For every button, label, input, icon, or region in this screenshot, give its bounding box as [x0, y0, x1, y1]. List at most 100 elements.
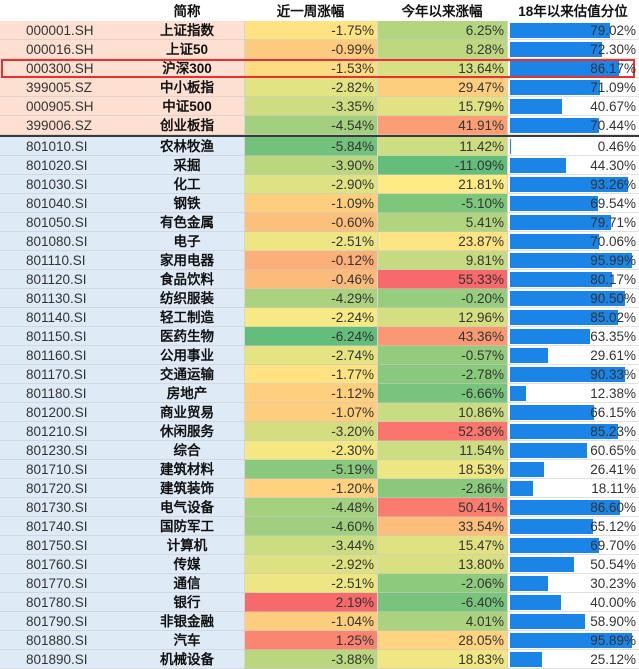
ytd-change-cell[interactable]: 33.54% [377, 517, 507, 536]
ytd-change-cell[interactable]: 12.96% [377, 308, 507, 327]
week-change-cell[interactable]: -3.35% [244, 97, 377, 116]
code-cell[interactable]: 399005.SZ [0, 78, 130, 97]
ytd-change-cell[interactable]: 11.42% [377, 137, 507, 156]
ytd-change-cell[interactable]: -5.10% [377, 194, 507, 213]
name-cell[interactable]: 农林牧渔 [130, 137, 244, 156]
week-change-cell[interactable]: -1.12% [244, 384, 377, 403]
valuation-percentile-cell[interactable]: 40.00% [507, 593, 639, 612]
code-cell[interactable]: 801080.SI [0, 232, 130, 251]
valuation-percentile-cell[interactable]: 86.60% [507, 498, 639, 517]
valuation-percentile-cell[interactable]: 66.15% [507, 403, 639, 422]
code-cell[interactable]: 801230.SI [0, 441, 130, 460]
code-cell[interactable]: 801210.SI [0, 422, 130, 441]
week-change-cell[interactable]: -0.99% [244, 40, 377, 59]
week-change-cell[interactable]: 1.25% [244, 631, 377, 650]
valuation-percentile-cell[interactable]: 80.17% [507, 270, 639, 289]
valuation-percentile-cell[interactable]: 58.90% [507, 612, 639, 631]
ytd-change-cell[interactable]: 29.47% [377, 78, 507, 97]
code-cell[interactable]: 801130.SI [0, 289, 130, 308]
code-cell[interactable]: 000016.SH [0, 40, 130, 59]
valuation-percentile-cell[interactable]: 60.65% [507, 441, 639, 460]
name-cell[interactable]: 电子 [130, 232, 244, 251]
ytd-change-cell[interactable]: 9.81% [377, 251, 507, 270]
week-change-cell[interactable]: -1.20% [244, 479, 377, 498]
code-cell[interactable]: 801110.SI [0, 251, 130, 270]
name-cell[interactable]: 纺织服装 [130, 289, 244, 308]
valuation-percentile-cell[interactable]: 65.12% [507, 517, 639, 536]
week-change-cell[interactable]: -5.84% [244, 137, 377, 156]
ytd-change-cell[interactable]: -11.09% [377, 156, 507, 175]
valuation-percentile-cell[interactable]: 79.71% [507, 213, 639, 232]
name-cell[interactable]: 沪深300 [130, 59, 244, 78]
week-change-cell[interactable]: -2.51% [244, 574, 377, 593]
code-cell[interactable]: 801120.SI [0, 270, 130, 289]
code-cell[interactable]: 000300.SH [0, 59, 130, 78]
code-cell[interactable]: 801740.SI [0, 517, 130, 536]
name-cell[interactable]: 通信 [130, 574, 244, 593]
ytd-change-cell[interactable]: 52.36% [377, 422, 507, 441]
week-change-cell[interactable]: -2.51% [244, 232, 377, 251]
name-cell[interactable]: 公用事业 [130, 346, 244, 365]
name-cell[interactable]: 国防军工 [130, 517, 244, 536]
ytd-change-cell[interactable]: -2.06% [377, 574, 507, 593]
header-ytd-change[interactable]: 今年以来涨幅 [401, 4, 483, 19]
valuation-percentile-cell[interactable]: 93.26% [507, 175, 639, 194]
ytd-change-cell[interactable]: 23.87% [377, 232, 507, 251]
ytd-change-cell[interactable]: -2.78% [377, 365, 507, 384]
week-change-cell[interactable]: -2.30% [244, 441, 377, 460]
code-cell[interactable]: 801170.SI [0, 365, 130, 384]
valuation-percentile-cell[interactable]: 50.54% [507, 555, 639, 574]
code-cell[interactable]: 801880.SI [0, 631, 130, 650]
week-change-cell[interactable]: -1.75% [244, 21, 377, 40]
ytd-change-cell[interactable]: 11.54% [377, 441, 507, 460]
week-change-cell[interactable]: -1.77% [244, 365, 377, 384]
name-cell[interactable]: 化工 [130, 175, 244, 194]
valuation-percentile-cell[interactable]: 79.02% [507, 21, 639, 40]
week-change-cell[interactable]: -4.60% [244, 517, 377, 536]
week-change-cell[interactable]: -4.29% [244, 289, 377, 308]
ytd-change-cell[interactable]: -6.66% [377, 384, 507, 403]
name-cell[interactable]: 交通运输 [130, 365, 244, 384]
code-cell[interactable]: 801760.SI [0, 555, 130, 574]
header-name[interactable]: 简称 [173, 4, 201, 19]
code-cell[interactable]: 801150.SI [0, 327, 130, 346]
name-cell[interactable]: 食品饮料 [130, 270, 244, 289]
valuation-percentile-cell[interactable]: 26.41% [507, 460, 639, 479]
name-cell[interactable]: 计算机 [130, 536, 244, 555]
week-change-cell[interactable]: -3.20% [244, 422, 377, 441]
ytd-change-cell[interactable]: 18.83% [377, 650, 507, 669]
code-cell[interactable]: 801200.SI [0, 403, 130, 422]
name-cell[interactable]: 建筑材料 [130, 460, 244, 479]
code-cell[interactable]: 801050.SI [0, 213, 130, 232]
week-change-cell[interactable]: -1.53% [244, 59, 377, 78]
week-change-cell[interactable]: -0.12% [244, 251, 377, 270]
name-cell[interactable]: 电气设备 [130, 498, 244, 517]
name-cell[interactable]: 中证500 [130, 97, 244, 116]
valuation-percentile-cell[interactable]: 44.30% [507, 156, 639, 175]
ytd-change-cell[interactable]: 5.41% [377, 213, 507, 232]
valuation-percentile-cell[interactable]: 25.12% [507, 650, 639, 669]
week-change-cell[interactable]: -3.90% [244, 156, 377, 175]
valuation-percentile-cell[interactable]: 18.11% [507, 479, 639, 498]
code-cell[interactable]: 801010.SI [0, 137, 130, 156]
code-cell[interactable]: 801720.SI [0, 479, 130, 498]
name-cell[interactable]: 中小板指 [130, 78, 244, 97]
valuation-percentile-cell[interactable]: 70.44% [507, 116, 639, 135]
name-cell[interactable]: 钢铁 [130, 194, 244, 213]
name-cell[interactable]: 上证50 [130, 40, 244, 59]
name-cell[interactable]: 建筑装饰 [130, 479, 244, 498]
name-cell[interactable]: 休闲服务 [130, 422, 244, 441]
code-cell[interactable]: 801890.SI [0, 650, 130, 669]
name-cell[interactable]: 综合 [130, 441, 244, 460]
name-cell[interactable]: 商业贸易 [130, 403, 244, 422]
week-change-cell[interactable]: -2.92% [244, 555, 377, 574]
header-week-change[interactable]: 近一周涨幅 [276, 4, 345, 19]
ytd-change-cell[interactable]: 21.81% [377, 175, 507, 194]
code-cell[interactable]: 801710.SI [0, 460, 130, 479]
week-change-cell[interactable]: -2.24% [244, 308, 377, 327]
week-change-cell[interactable]: -1.07% [244, 403, 377, 422]
valuation-percentile-cell[interactable]: 0.46% [507, 137, 639, 156]
ytd-change-cell[interactable]: 8.28% [377, 40, 507, 59]
ytd-change-cell[interactable]: 15.47% [377, 536, 507, 555]
week-change-cell[interactable]: -5.19% [244, 460, 377, 479]
